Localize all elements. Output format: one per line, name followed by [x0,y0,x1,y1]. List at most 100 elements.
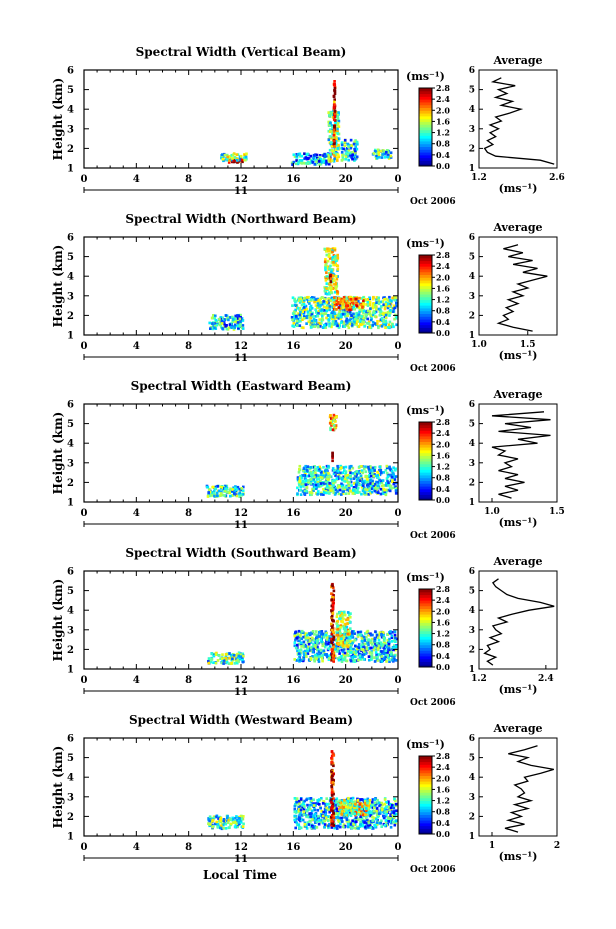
heatmap-cell [311,630,315,633]
heatmap-cell [323,312,326,315]
heatmap-cell [360,645,363,648]
heatmap-cell [373,798,376,801]
heatmap-cell [321,659,324,663]
heatmap-cell [310,799,314,802]
heatmap-cell [362,300,365,304]
heatmap-cell [354,816,358,820]
heatmap-cell [298,306,302,310]
heatmap-cell [356,633,360,637]
heatmap-cell [297,642,301,646]
heatmap-cell [240,817,244,821]
heatmap-cell [322,635,326,639]
heatmap-cell [381,479,385,482]
heatmap-cell [379,468,383,472]
heatmap-cell [236,324,239,328]
heatmap-cell [324,804,327,808]
heatmap-cell [375,823,379,826]
heatmap-cell [299,648,303,651]
heatmap-cell [226,157,229,160]
heatmap-cell [331,800,335,803]
heatmap-cell [321,821,325,825]
heatmap-cell [316,799,320,803]
heatmap-cell [330,270,333,274]
heatmap-cell [331,781,335,784]
heatmap-cell [389,825,393,829]
heatmap-cell [341,644,345,648]
heatmap-cell [209,660,213,664]
heatmap-cell [362,321,365,324]
heatmap-cell [326,259,330,263]
heatmap-cell [320,161,323,164]
heatmap-cell [334,274,338,278]
heatmap-cell [237,821,240,824]
heatmap-cell [232,655,235,659]
heatmap-cell [297,320,300,323]
heatmap-cell [324,489,327,493]
heatmap-cell [227,161,231,164]
heatmap-cell [336,123,339,127]
profile-y-tick-label: 2 [469,645,475,655]
heatmap-cell [333,146,337,150]
heatmap-cell [316,481,320,484]
heatmap-cell [380,149,383,153]
colorbar-segment [419,257,432,262]
profile-unit: (ms⁻¹) [499,683,538,696]
heatmap-cell [352,650,356,654]
heatmap-cell [215,820,218,824]
heatmap-cell [382,646,385,650]
heatmap-cell [212,816,216,820]
colorbar-segment [419,294,432,298]
x-tick-label: 0 [81,508,88,519]
heatmap-cell [330,622,333,626]
heatmap-cell [233,486,237,490]
heatmap-cell [346,825,350,829]
heatmap-cell [332,643,335,647]
heatmap-cell [349,295,352,299]
heatmap-cell [233,492,236,495]
heatmap-cell [311,636,314,640]
heatmap-cell [302,326,305,330]
heatmap-cell [363,639,367,642]
heatmap-cell [310,158,313,162]
heatmap-cell [347,802,350,806]
heatmap-cell [333,315,337,319]
heatmap-cell [311,315,315,318]
heatmap-cell [383,490,386,494]
heatmap-cell [241,324,245,327]
heatmap-cell [241,493,245,496]
heatmap-cell [224,487,227,490]
heatmap-cell [301,659,305,663]
heatmap-cells [207,750,398,831]
heatmap-cell [306,821,310,824]
heatmap-cell [341,312,345,316]
heatmap-cell [317,157,320,161]
heatmap-cell [384,303,388,306]
heatmap-cell [325,473,328,476]
heatmap-cell [299,826,303,830]
heatmap-cell [372,311,375,315]
heatmap-cell [360,817,364,820]
heatmap-cell [347,644,350,647]
heatmap-cell [329,420,332,424]
heatmap-cell [311,472,314,476]
heatmap-cell [393,797,396,801]
x-tick-label: 16 [286,675,300,686]
heatmap-cell [336,624,339,628]
colorbar-segment [419,255,432,259]
heatmap-cell [346,152,350,156]
heatmap-cell [317,656,320,660]
heatmap-cell [299,493,303,496]
heatmap-cell [357,313,360,317]
heatmap-cell [354,300,358,303]
heatmap-cell [336,296,339,300]
heatmap-cell [337,649,341,653]
heatmap-cell [314,643,317,647]
heatmap-cell [319,323,322,326]
heatmap-cell [222,321,226,324]
heatmap-cell [326,655,329,659]
heatmap-cell [216,494,219,498]
heatmap-cell [302,813,306,816]
heatmap-cell [373,473,376,476]
heatmap-cell [392,325,395,329]
heatmap-cell [363,491,367,495]
